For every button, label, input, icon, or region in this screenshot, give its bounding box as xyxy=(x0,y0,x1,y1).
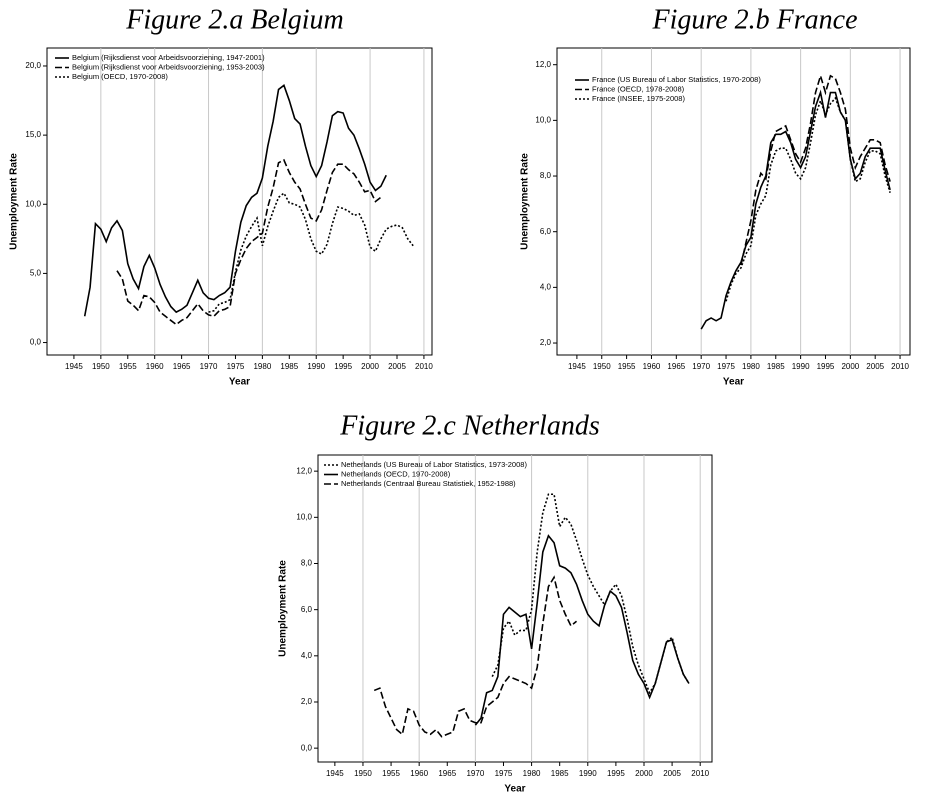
x-tick-label: 1955 xyxy=(119,362,137,371)
x-tick-label: 1970 xyxy=(200,362,218,371)
chart-title: Figure 2.b France xyxy=(651,4,857,35)
x-tick-label: 1950 xyxy=(354,769,372,778)
y-axis-title: Unemployment Rate xyxy=(9,153,20,250)
y-tick-label: 10,0 xyxy=(25,199,41,208)
y-tick-label: 20,0 xyxy=(25,61,41,70)
series-line xyxy=(700,89,891,330)
x-tick-label: 1950 xyxy=(92,362,110,371)
plot-area xyxy=(46,47,433,356)
series-line xyxy=(725,96,891,302)
y-tick-label: 10,0 xyxy=(296,512,312,521)
x-tick-label: 1965 xyxy=(667,362,685,371)
x-tick-label: 2005 xyxy=(866,362,884,371)
series-line xyxy=(83,84,387,317)
chart-title: Figure 2.a Belgium xyxy=(125,4,343,35)
x-tick-label: 1960 xyxy=(410,769,428,778)
x-tick-label: 2010 xyxy=(891,362,909,371)
x-tick-label: 1975 xyxy=(717,362,735,371)
legend-label: Netherlands (OECD, 1970-2008) xyxy=(341,469,451,478)
series-line xyxy=(208,191,414,313)
x-axis-title: Year xyxy=(504,784,525,795)
y-tick-label: 8,0 xyxy=(301,559,313,568)
legend-label: France (INSEE, 1975-2008) xyxy=(592,94,685,103)
x-tick-label: 1950 xyxy=(593,362,611,371)
x-tick-label: 1990 xyxy=(579,769,597,778)
x-tick-label: 2010 xyxy=(415,362,433,371)
y-tick-label: 0,0 xyxy=(301,743,313,752)
y-tick-label: 5,0 xyxy=(30,269,42,278)
series-line xyxy=(740,73,891,266)
y-tick-label: 10,0 xyxy=(535,115,551,124)
legend-label: Netherlands (US Bureau of Labor Statisti… xyxy=(341,460,527,469)
y-tick-label: 6,0 xyxy=(301,605,313,614)
x-tick-label: 1985 xyxy=(551,769,569,778)
x-tick-label: 1980 xyxy=(253,362,271,371)
x-tick-label: 2000 xyxy=(841,362,859,371)
legend-label: France (US Bureau of Labor Statistics, 1… xyxy=(592,75,761,84)
x-tick-label: 2000 xyxy=(635,769,653,778)
y-tick-label: 6,0 xyxy=(540,227,552,236)
x-tick-label: 1960 xyxy=(146,362,164,371)
y-tick-label: 12,0 xyxy=(296,466,312,475)
x-tick-label: 1965 xyxy=(173,362,191,371)
x-tick-label: 1945 xyxy=(65,362,83,371)
x-tick-label: 1965 xyxy=(438,769,456,778)
chart-title: Figure 2.c Netherlands xyxy=(339,410,600,441)
legend-label: Belgium (Rijksdienst voor Arbeidsvoorzie… xyxy=(72,53,265,62)
y-tick-label: 4,0 xyxy=(540,282,552,291)
y-tick-label: 12,0 xyxy=(535,60,551,69)
y-axis-title: Unemployment Rate xyxy=(278,560,289,657)
legend-label: Netherlands (Centraal Bureau Statistiek,… xyxy=(341,479,516,488)
legend-label: Belgium (OECD, 1970-2008) xyxy=(72,72,168,81)
legend-label: Belgium (Rijksdienst voor Arbeidsvoorzie… xyxy=(72,62,265,71)
y-tick-label: 15,0 xyxy=(25,130,41,139)
x-tick-label: 2010 xyxy=(691,769,709,778)
x-tick-label: 1990 xyxy=(792,362,810,371)
y-tick-label: 4,0 xyxy=(301,651,313,660)
x-axis-title: Year xyxy=(229,377,250,388)
x-tick-label: 1970 xyxy=(466,769,484,778)
x-tick-label: 1975 xyxy=(227,362,245,371)
x-tick-label: 1995 xyxy=(334,362,352,371)
plot-area xyxy=(317,454,713,763)
y-tick-label: 2,0 xyxy=(301,697,313,706)
x-tick-label: 1955 xyxy=(382,769,400,778)
x-tick-label: 1985 xyxy=(280,362,298,371)
y-axis-title: Unemployment Rate xyxy=(520,153,531,250)
x-tick-label: 1945 xyxy=(568,362,586,371)
x-tick-label: 1980 xyxy=(742,362,760,371)
y-tick-label: 0,0 xyxy=(30,338,42,347)
x-tick-label: 1955 xyxy=(618,362,636,371)
x-tick-label: 2005 xyxy=(388,362,406,371)
x-axis-title: Year xyxy=(723,377,744,388)
series-line xyxy=(474,534,690,726)
x-tick-label: 2005 xyxy=(663,769,681,778)
x-tick-label: 1990 xyxy=(307,362,325,371)
legend-label: France (OECD, 1978-2008) xyxy=(592,84,685,93)
x-tick-label: 1985 xyxy=(767,362,785,371)
x-tick-label: 2000 xyxy=(361,362,379,371)
x-tick-label: 1945 xyxy=(326,769,344,778)
x-tick-label: 1995 xyxy=(817,362,835,371)
y-tick-label: 2,0 xyxy=(540,338,552,347)
x-tick-label: 1995 xyxy=(607,769,625,778)
x-tick-label: 1975 xyxy=(495,769,513,778)
series-line xyxy=(373,575,578,738)
x-tick-label: 1970 xyxy=(692,362,710,371)
x-tick-label: 1960 xyxy=(643,362,661,371)
plot-area xyxy=(556,47,911,356)
x-tick-label: 1980 xyxy=(523,769,541,778)
y-tick-label: 8,0 xyxy=(540,171,552,180)
series-line xyxy=(116,158,382,326)
